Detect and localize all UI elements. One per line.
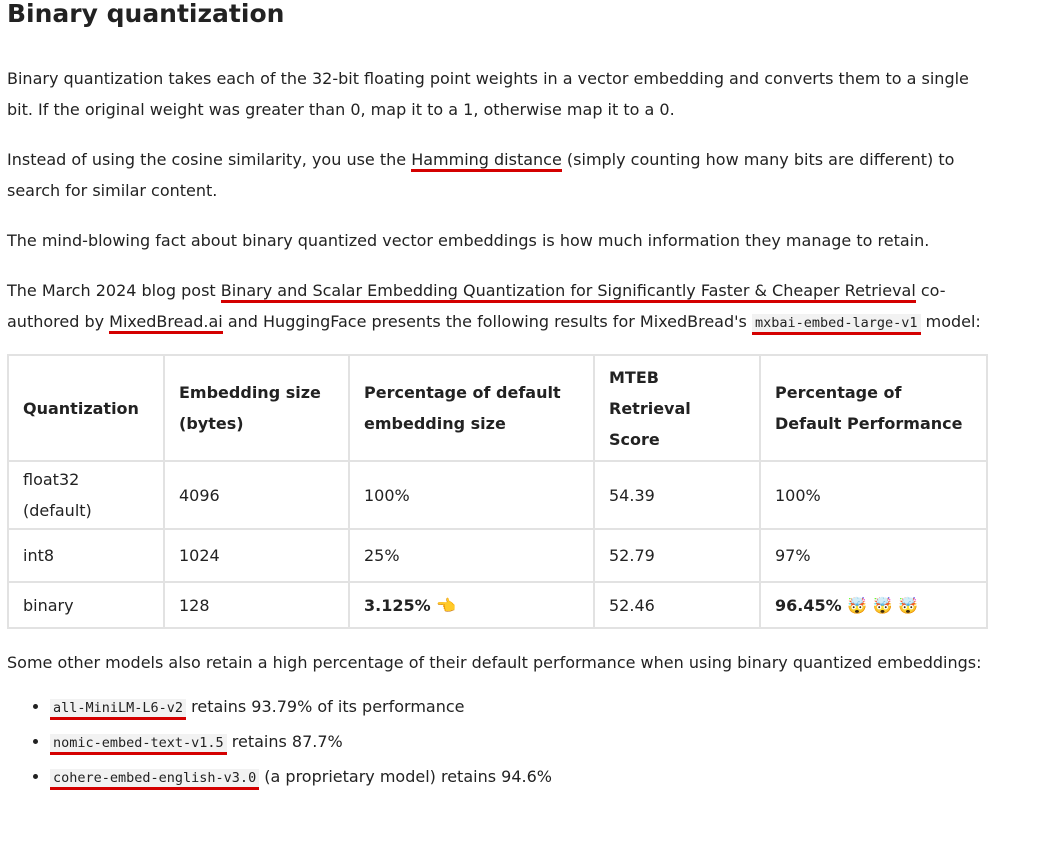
cell: 100%: [759, 460, 988, 530]
text: retains 87.7%: [226, 732, 343, 751]
text: The March 2024 blog post: [7, 281, 221, 300]
table-header-row: Quantization Embedding size (bytes) Perc…: [7, 354, 988, 462]
cell: 4096: [163, 460, 350, 530]
text: Instead of using the cosine similarity, …: [7, 150, 412, 169]
hamming-distance-link[interactable]: Hamming distance: [411, 150, 562, 172]
mixedbread-link[interactable]: MixedBread.ai: [109, 312, 223, 334]
cell: 100%: [348, 460, 595, 530]
cell: 52.79: [593, 528, 761, 583]
list-item: all-MiniLM-L6-v2 retains 93.79% of its p…: [50, 690, 997, 725]
model-code-link[interactable]: mxbai-embed-large-v1: [751, 314, 921, 335]
table-row: binary 128 3.125% 👈 52.46 96.45% 🤯 🤯 🤯: [7, 581, 988, 629]
cell: 97%: [759, 528, 988, 583]
header-cell: MTEB Retrieval Score: [593, 354, 761, 462]
cell: int8: [7, 528, 165, 583]
list-item: nomic-embed-text-v1.5 retains 87.7%: [50, 725, 997, 760]
cell: binary: [7, 581, 165, 629]
text: model:: [920, 312, 981, 331]
cell: 1024: [163, 528, 350, 583]
section-heading: Binary quantization: [7, 0, 285, 28]
cell: 128: [163, 581, 350, 629]
text: (simply counting how many bits are diffe…: [7, 150, 955, 200]
table-row: float32 (default) 4096 100% 54.39 100%: [7, 460, 988, 530]
model-code-link[interactable]: nomic-embed-text-v1.5: [50, 734, 227, 755]
header-cell: Embedding size (bytes): [163, 354, 350, 462]
article: Binary quantization Binary quantization …: [0, 0, 997, 795]
table-row: int8 1024 25% 52.79 97%: [7, 528, 988, 583]
model-code-link[interactable]: all-MiniLM-L6-v2: [50, 699, 187, 720]
cell: 54.39: [593, 460, 761, 530]
results-table: Quantization Embedding size (bytes) Perc…: [7, 354, 988, 629]
cell: 3.125% 👈: [348, 581, 595, 629]
cell: 52.46: [593, 581, 761, 629]
cell: 25%: [348, 528, 595, 583]
header-cell: Percentage of Default Performance: [759, 354, 988, 462]
text: (a proprietary model) retains 94.6%: [259, 767, 552, 786]
list-item: cohere-embed-english-v3.0 (a proprietary…: [50, 760, 997, 795]
header-cell: Quantization: [7, 354, 165, 462]
paragraph: The mind-blowing fact about binary quant…: [7, 231, 930, 250]
paragraph: The March 2024 blog post Binary and Scal…: [7, 275, 997, 339]
blog-post-link[interactable]: Binary and Scalar Embedding Quantization…: [220, 281, 916, 303]
paragraph: Instead of using the cosine similarity, …: [7, 144, 997, 206]
model-code-link[interactable]: cohere-embed-english-v3.0: [50, 769, 260, 790]
cell: float32 (default): [7, 460, 165, 530]
paragraph: Binary quantization takes each of the 32…: [7, 69, 969, 119]
paragraph: Some other models also retain a high per…: [7, 653, 982, 672]
header-cell: Percentage of default embedding size: [348, 354, 595, 462]
text: retains 93.79% of its performance: [186, 697, 465, 716]
model-list: all-MiniLM-L6-v2 retains 93.79% of its p…: [7, 690, 997, 795]
text: and HuggingFace presents the following r…: [222, 312, 752, 331]
text: co-authored by: [7, 281, 946, 331]
cell: 96.45% 🤯 🤯 🤯: [759, 581, 988, 629]
